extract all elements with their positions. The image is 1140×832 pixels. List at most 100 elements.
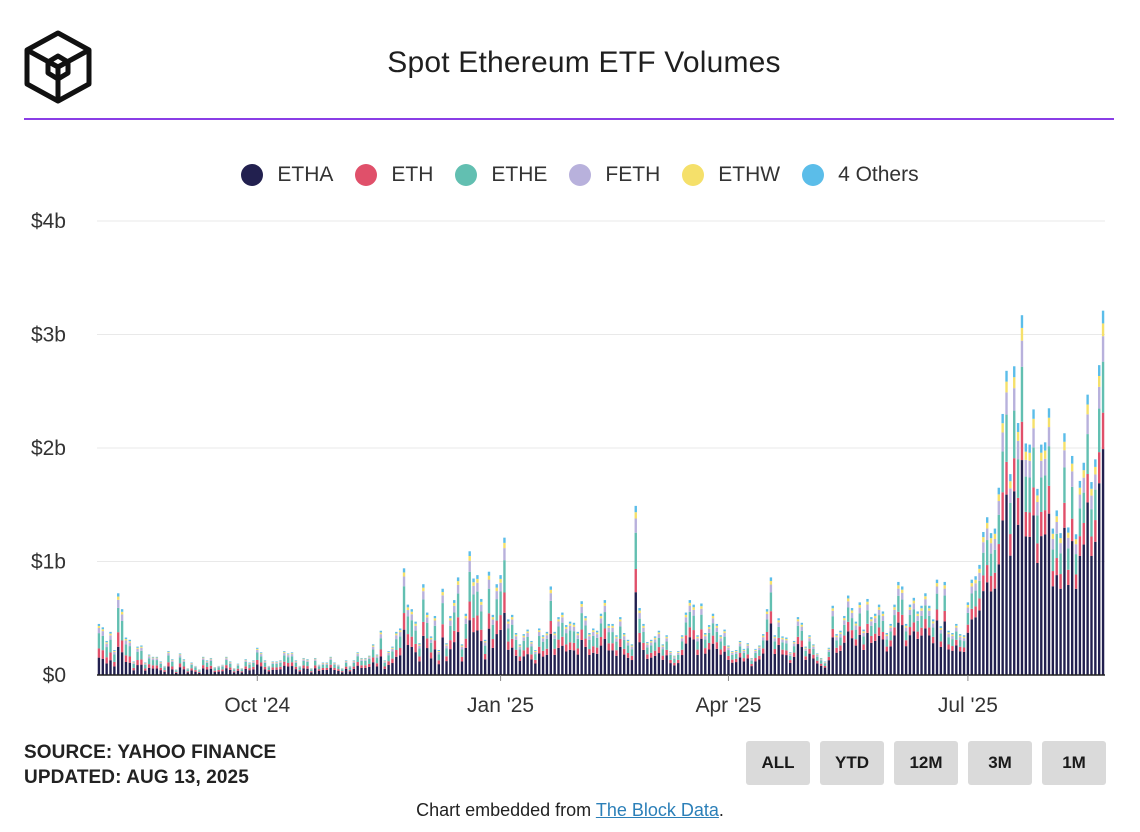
bar-segment-ethe xyxy=(812,649,815,655)
legend-item-ethe[interactable]: ETHE xyxy=(455,163,547,187)
bar-segment-ethe xyxy=(480,611,483,630)
legend-item-feth[interactable]: FETH xyxy=(569,163,660,187)
range-12m-button[interactable]: 12M xyxy=(894,741,958,785)
bar-segment-others xyxy=(499,575,502,579)
bar-segment-others xyxy=(592,628,595,631)
bar-segment-feth xyxy=(534,651,537,655)
bar-segment-ethw xyxy=(1086,404,1089,415)
bar-segment-ethe xyxy=(198,670,201,672)
the-block-data-link[interactable]: The Block Data xyxy=(595,800,719,820)
bar-segment-eth xyxy=(491,639,495,648)
bar-segment-etha xyxy=(263,669,267,675)
bar-segment-ethw xyxy=(445,644,448,646)
bar-segment-ethe xyxy=(916,620,919,632)
bar-segment-ethe xyxy=(120,620,124,641)
bar-segment-others xyxy=(970,579,973,584)
bar-segment-feth xyxy=(132,662,135,664)
bar-segment-etha xyxy=(398,655,402,675)
bar-segment-feth xyxy=(333,663,336,665)
bar-segment-ethw xyxy=(422,587,425,592)
bar-segment-feth xyxy=(213,667,216,669)
bar-segment-ethe xyxy=(364,660,367,666)
bar-segment-ethe xyxy=(1047,446,1051,486)
bar-segment-etha xyxy=(561,645,564,675)
bar-segment-etha xyxy=(673,665,676,675)
bar-segment-ethe xyxy=(456,593,460,618)
bar-segment-others xyxy=(464,613,468,617)
bar-segment-others xyxy=(356,652,359,654)
bar-segment-others xyxy=(1001,413,1004,424)
bar-segment-feth xyxy=(468,560,471,572)
bar-segment-others xyxy=(611,623,614,626)
bar-segment-etha xyxy=(337,670,340,675)
bar-segment-feth xyxy=(696,638,699,642)
bar-segment-feth xyxy=(244,660,247,662)
bar-segment-ethw xyxy=(723,631,726,633)
bar-segment-eth xyxy=(858,626,861,635)
bar-segment-others xyxy=(777,618,780,621)
bar-segment-others xyxy=(924,593,927,597)
bar-segment-feth xyxy=(117,599,120,608)
bar-segment-others xyxy=(931,619,935,622)
legend-item-etha[interactable]: ETHA xyxy=(241,163,333,187)
bar-segment-feth xyxy=(163,666,166,668)
bar-segment-etha xyxy=(796,644,800,675)
bar-segment-etha xyxy=(599,645,603,675)
bar-segment-ethw xyxy=(286,654,290,656)
bar-segment-eth xyxy=(337,669,340,671)
bar-segment-others xyxy=(283,651,286,653)
bar-segment-etha xyxy=(171,669,174,675)
bar-segment-others xyxy=(986,517,989,523)
bar-segment-others xyxy=(901,586,904,590)
range-1m-button[interactable]: 1M xyxy=(1042,741,1106,785)
bar-segment-others xyxy=(514,633,518,635)
bar-segment-etha xyxy=(615,655,618,675)
bar-segment-etha xyxy=(916,638,919,675)
bar-segment-ethw xyxy=(650,641,653,643)
bar-segment-etha xyxy=(642,649,645,675)
bar-segment-ethw xyxy=(1078,487,1082,495)
bar-segment-ethe xyxy=(352,662,356,667)
bar-segment-feth xyxy=(499,582,502,592)
bar-segment-etha xyxy=(947,649,950,675)
bar-segment-etha xyxy=(410,646,413,675)
bar-segment-others xyxy=(507,619,510,622)
bar-segment-feth xyxy=(449,620,452,626)
bar-segment-feth xyxy=(174,669,178,671)
bar-segment-etha xyxy=(661,659,664,675)
bar-segment-ethw xyxy=(711,615,715,619)
bar-segment-etha xyxy=(113,666,116,675)
bar-segment-ethe xyxy=(974,590,977,607)
bar-segment-others xyxy=(553,631,556,634)
legend-item-ethw[interactable]: ETHW xyxy=(682,163,780,187)
bar-segment-etha xyxy=(174,672,178,675)
range-all-button[interactable]: ALL xyxy=(746,741,810,785)
bar-segment-eth xyxy=(700,629,703,639)
bar-segment-feth xyxy=(858,607,861,614)
bar-segment-ethe xyxy=(1101,361,1105,413)
bar-segment-feth xyxy=(182,660,186,662)
bar-segment-etha xyxy=(746,658,749,675)
bar-segment-etha xyxy=(646,658,649,675)
bar-segment-ethe xyxy=(163,667,166,671)
bar-segment-eth xyxy=(982,575,985,592)
bar-segment-feth xyxy=(630,646,634,650)
bar-segment-others xyxy=(1082,462,1085,471)
range-3m-button[interactable]: 3M xyxy=(968,741,1032,785)
bar-segment-etha xyxy=(549,633,552,675)
bar-segment-others xyxy=(1101,310,1105,324)
chart-header: Spot Ethereum ETF Volumes xyxy=(24,24,1114,120)
bar-segment-eth xyxy=(684,635,688,644)
bar-segment-etha xyxy=(727,659,730,675)
bar-segment-etha xyxy=(402,629,406,675)
bar-segment-feth xyxy=(398,632,402,637)
bar-segment-ethw xyxy=(1016,431,1020,441)
bar-segment-etha xyxy=(592,652,595,675)
legend-item-eth[interactable]: ETH xyxy=(355,163,433,187)
bar-segment-etha xyxy=(877,635,881,675)
legend-item-others[interactable]: 4 Others xyxy=(802,163,919,187)
bar-segment-eth xyxy=(650,652,653,658)
range-ytd-button[interactable]: YTD xyxy=(820,741,884,785)
bar-segment-ethe xyxy=(356,656,359,663)
bar-segment-ethw xyxy=(982,537,985,543)
